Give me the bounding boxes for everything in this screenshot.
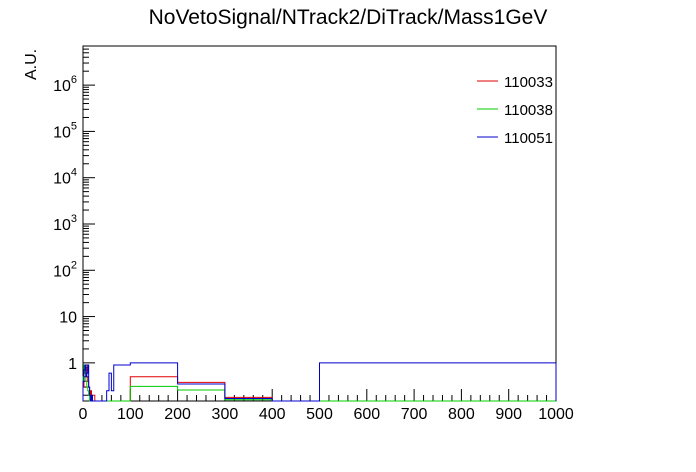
x-axis: 0 100 200 300 400 500 600 700 800 900 1000 [79, 389, 574, 423]
x-tick-label: 800 [448, 406, 475, 423]
y-tick-exponent: 6 [71, 74, 77, 86]
y-axis-label: A.U. [23, 49, 40, 80]
plot-series [82, 362, 557, 402]
y-tick-base: 10 [53, 263, 71, 280]
legend: 110033 110038 110051 [477, 74, 553, 147]
x-tick-label: 200 [164, 406, 191, 423]
y-tick-label: 105 [53, 120, 77, 141]
legend-label: 110051 [504, 130, 553, 147]
plot-frame [82, 45, 557, 402]
x-tick-label: 500 [306, 406, 333, 423]
y-tick-exponent: 5 [71, 120, 77, 132]
x-tick-label: 0 [79, 406, 88, 423]
x-tick-label: 400 [259, 406, 286, 423]
y-tick-label: 104 [53, 167, 77, 188]
y-tick-label: 1 [68, 356, 77, 373]
y-tick-base: 10 [53, 124, 71, 141]
legend-label: 110033 [504, 74, 553, 91]
y-tick-label: 102 [53, 259, 77, 280]
y-tick-label: 106 [53, 74, 77, 95]
y-tick-base: 10 [59, 310, 77, 327]
legend-label: 110038 [504, 102, 553, 119]
x-tick-label: 100 [117, 406, 144, 423]
x-tick-label: 1000 [538, 406, 574, 423]
y-tick-exponent: 2 [71, 259, 77, 271]
chart-title: NoVetoSignal/NTrack2/DiTrack/Mass1GeV [149, 6, 548, 29]
x-tick-label: 700 [401, 406, 428, 423]
y-tick-label: 103 [53, 213, 77, 234]
x-tick-label: 900 [495, 406, 522, 423]
series-110051 [82, 362, 557, 402]
series-line [82, 362, 557, 402]
y-tick-label: 10 [59, 310, 77, 327]
plot-area-border [82, 45, 557, 402]
x-tick-label: 300 [212, 406, 239, 423]
y-tick-base: 1 [68, 356, 77, 373]
y-tick-base: 10 [53, 217, 71, 234]
y-tick-base: 10 [53, 78, 71, 95]
x-tick-label: 600 [353, 406, 380, 423]
y-tick-exponent: 4 [71, 167, 77, 179]
y-tick-exponent: 3 [71, 213, 77, 225]
y-tick-base: 10 [53, 171, 71, 188]
